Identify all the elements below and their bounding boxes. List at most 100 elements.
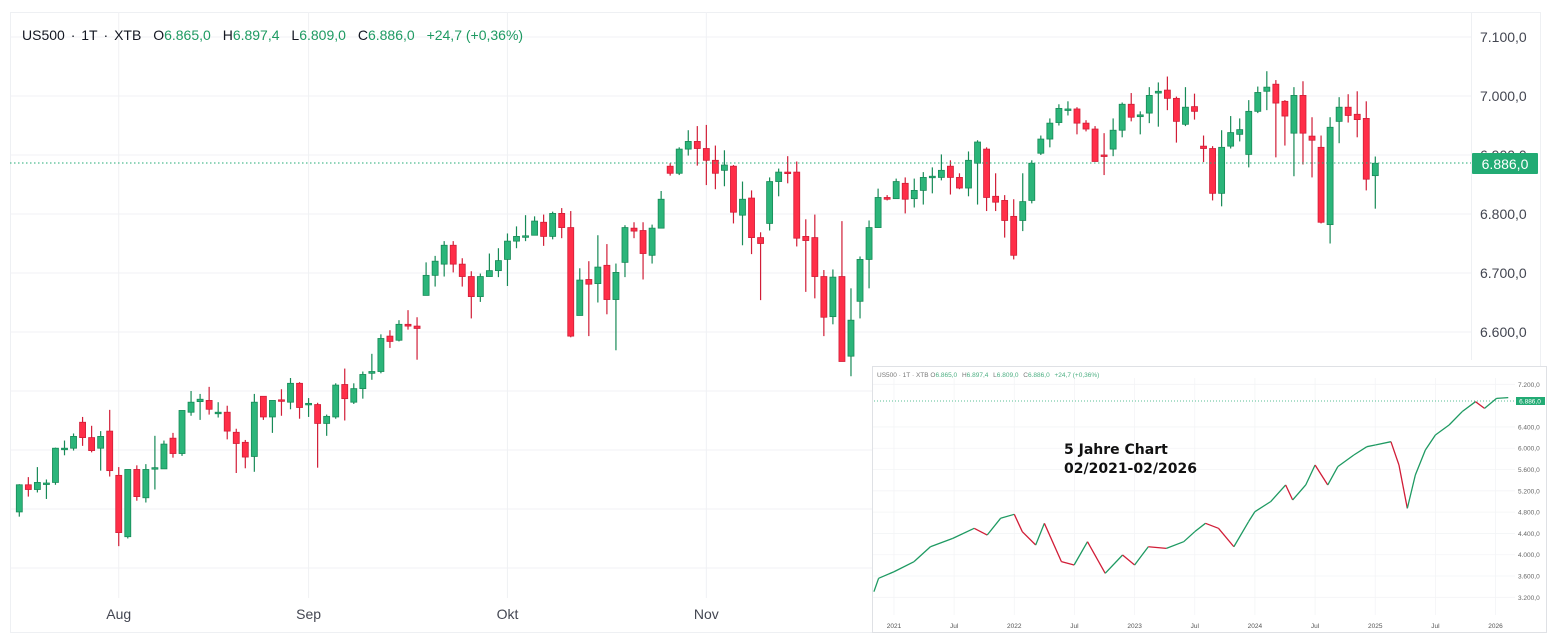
candle-body — [947, 165, 954, 178]
candle-body — [314, 404, 322, 424]
candle-body — [892, 181, 900, 200]
candle-up — [621, 225, 629, 278]
inset-close-label: C — [1023, 372, 1028, 379]
time-tick-label: Aug — [106, 606, 131, 622]
candle-up — [476, 273, 484, 302]
inset-symbol-legend: US500 · 1T · XTB O6.865,0 H6.897,4 L6.80… — [877, 372, 1099, 379]
candle-body — [630, 227, 638, 232]
candle-up — [142, 464, 150, 503]
candle-down — [1173, 96, 1180, 143]
candle-body — [368, 371, 376, 374]
candle-body — [540, 221, 548, 237]
candle-up — [305, 398, 312, 417]
candle-body — [711, 159, 719, 174]
time-axis[interactable]: Aug Sep Okt Nov — [106, 606, 719, 622]
candle-body — [1154, 90, 1162, 94]
candle-body — [205, 400, 213, 410]
inset-time-tick-label: 2025 — [1368, 623, 1383, 630]
candle-body — [1091, 128, 1099, 162]
inset-price-tick-label: 7.200,0 — [1518, 382, 1540, 389]
candle-down — [1163, 76, 1171, 111]
candle-down — [314, 402, 322, 468]
candle-body — [232, 431, 240, 444]
inset-time-tick-label: Jul — [1070, 623, 1079, 630]
candle-up — [52, 447, 59, 485]
candle-down — [169, 432, 177, 458]
candle-down — [1353, 91, 1361, 138]
candle-up — [675, 147, 683, 176]
candle-body — [1371, 162, 1379, 177]
candle-body — [1317, 146, 1325, 223]
candle-up — [874, 188, 882, 228]
candle-up — [485, 253, 493, 277]
inset-segment-up — [1375, 441, 1392, 446]
candle-body — [1290, 95, 1298, 134]
candle-body — [160, 443, 168, 470]
candle-body — [52, 447, 59, 483]
candle-body — [974, 141, 981, 164]
inset-segment-up — [1233, 521, 1250, 548]
candle-up — [33, 467, 41, 493]
inset-segment-up — [1353, 446, 1368, 456]
inset-symbol: US500 — [877, 372, 897, 379]
candle-body — [305, 402, 312, 406]
candle-body — [757, 237, 764, 244]
candle-body — [1200, 145, 1207, 149]
change-value: +24,7 (+0,36%) — [426, 27, 524, 43]
candle-body — [648, 227, 656, 256]
candle-body — [1082, 122, 1090, 130]
candle-body — [847, 319, 855, 357]
inset-series — [873, 396, 1509, 592]
candle-down — [639, 222, 647, 280]
candle-up — [612, 263, 620, 351]
inset-annotation-title: 5 Jahre Chart — [1064, 442, 1168, 458]
candle-down — [1272, 80, 1280, 158]
candle-body — [133, 469, 141, 497]
symbol[interactable]: US500 — [22, 27, 65, 43]
inset-time-tick-label: 2021 — [887, 623, 902, 630]
candle-up — [1145, 87, 1153, 124]
candle-body — [115, 474, 123, 533]
inset-segment-down — [1205, 522, 1219, 529]
inset-segment-up — [1327, 466, 1339, 486]
inset-close-value: 6.886,0 — [1028, 372, 1050, 379]
low-value: 6.809,0 — [299, 27, 346, 43]
inset-segment-up — [893, 561, 915, 573]
interval[interactable]: 1T — [81, 27, 98, 43]
candle-body — [1182, 106, 1189, 125]
candle-body — [422, 274, 430, 296]
inset-segment-up — [1073, 541, 1089, 566]
candle-body — [223, 411, 231, 432]
open-label: O — [153, 27, 165, 43]
candle-body — [603, 264, 611, 300]
inset-separator: · — [911, 372, 915, 379]
candle-body — [766, 181, 774, 224]
inset-price-tick-label: 4.800,0 — [1518, 510, 1540, 517]
candle-up — [1019, 173, 1027, 232]
candle-body — [1001, 200, 1009, 221]
candle-body — [1209, 148, 1216, 194]
candle-down — [1082, 120, 1090, 132]
candle-body — [1191, 106, 1198, 112]
candle-body — [124, 469, 132, 538]
candle-body — [449, 244, 457, 265]
candle-body — [332, 384, 340, 418]
candle-body — [187, 401, 195, 413]
candle-body — [386, 335, 394, 342]
candle-down — [341, 368, 349, 421]
candle-body — [278, 399, 285, 402]
candle-up — [70, 433, 77, 451]
inset-low-value: 6.809,0 — [996, 372, 1019, 379]
price-axis[interactable]: 7.100,07.000,06.900,06.800,06.700,06.600… — [1480, 29, 1527, 340]
inset-segment-up — [1337, 454, 1355, 468]
candle-down — [1200, 135, 1207, 163]
candle-body — [838, 276, 846, 362]
candle-body — [151, 467, 159, 470]
candle-up — [910, 178, 918, 208]
candle-body — [983, 148, 990, 198]
inset-segment-up — [1496, 396, 1509, 399]
candle-body — [1109, 129, 1117, 150]
candle-up — [513, 226, 520, 249]
candle-body — [1055, 107, 1063, 123]
